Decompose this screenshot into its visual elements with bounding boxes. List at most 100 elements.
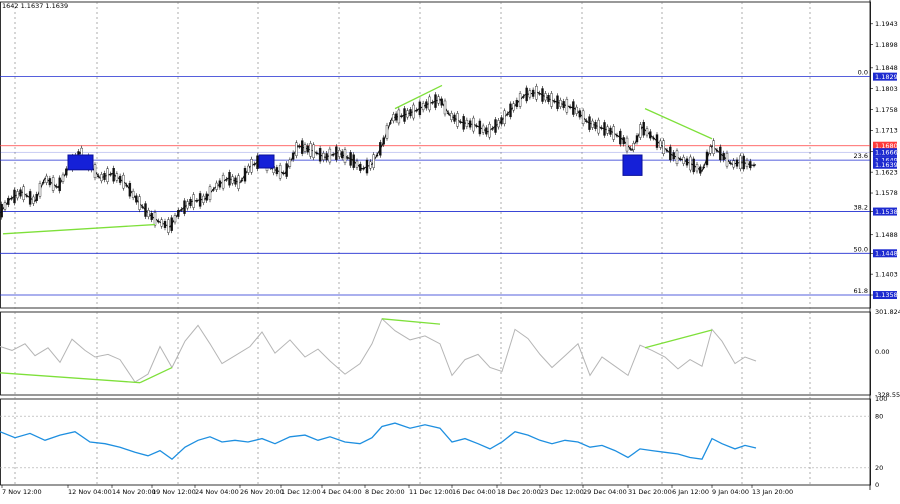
candle [389,122,392,124]
zone-marker [67,154,94,171]
candle [3,202,7,210]
candle [306,145,309,153]
candle [418,101,422,116]
candle [215,182,218,190]
candle [115,173,119,181]
candle [253,163,256,166]
candle [491,128,494,130]
candle [739,155,742,170]
candle [547,95,550,102]
candle [288,159,292,167]
candle [425,101,428,109]
y-tick-label: 1.1623 [875,168,898,176]
price-tag [873,156,897,165]
rsi-axis-label: 0 [875,481,879,489]
candle [525,87,528,102]
candle [301,140,304,154]
candle [645,128,649,136]
candle [712,140,715,154]
candle [528,90,532,98]
candle [503,110,506,125]
candle [412,104,415,119]
candle [35,194,38,201]
candle [346,157,349,159]
x-tick-label: 29 Dec 04:00 [583,488,627,496]
candle [494,119,497,133]
candle [752,164,756,167]
candle [509,103,512,118]
candle [343,149,347,163]
candle [585,120,588,123]
fib-level-label: 23.6 [854,152,868,160]
candle [488,123,491,138]
candle [515,99,519,107]
candle [379,142,382,156]
candle [682,156,685,164]
candle [531,89,535,97]
candle [198,193,202,207]
candle [325,153,328,161]
candle [275,167,279,175]
cci-line [0,317,757,383]
candle [632,143,635,150]
price-tag-label: 1.1538 [875,208,898,216]
candle [649,131,652,139]
fib-level-label: 38.2 [854,204,868,212]
candle [702,166,705,169]
candle [58,177,61,192]
price-tag-label: 1.1358 [875,291,898,299]
candle [322,153,325,160]
candle [421,103,425,111]
candle [462,116,465,130]
cci-axis-label: 301.8242 [875,308,900,316]
price-series [0,83,757,236]
price-tag [873,207,897,216]
rsi-axis-label: 100 [875,395,887,403]
candle [475,125,478,127]
candle [338,149,341,157]
x-tick-label: 31 Dec 20:00 [628,488,672,496]
divergence-line [394,84,443,110]
candle [652,137,655,140]
x-tick-label: 13 Jan 20:00 [752,488,793,496]
candle [141,206,144,208]
candle [675,150,679,165]
candle [45,175,48,183]
zone-marker [622,154,643,176]
candle [122,174,125,189]
candle [144,203,147,217]
candle [522,96,525,98]
candle [406,110,409,118]
candle [440,98,443,106]
cci-axis-label: -328.551 [875,391,900,399]
price-tag [873,141,897,150]
candle [415,109,418,112]
candle [655,134,659,148]
candle [163,221,167,228]
candle [518,93,522,107]
candle [22,186,25,200]
x-tick-label: 4 Dec 04:00 [322,488,362,496]
y-tick-label: 1.1943 [875,20,898,28]
candle [237,175,240,189]
candle [581,110,585,125]
candle [128,183,132,197]
fib-level-label: 61.8 [854,287,868,295]
rsi-line [0,422,757,461]
x-tick-label: 23 Dec 12:00 [540,488,584,496]
x-tick-label: 18 Dec 20:00 [497,488,541,496]
x-tick-label: 12 Nov 04:00 [68,488,112,496]
price-tag [873,148,897,157]
y-tick-label: 1.1578 [875,189,898,197]
candle [228,172,231,186]
cci-divergence-line [381,318,441,325]
candle [28,191,32,205]
candle [575,106,578,114]
candle [556,95,559,109]
candle [559,99,562,107]
candle [221,174,225,189]
candle [247,165,250,173]
candle [397,109,401,124]
price-tag [873,72,897,81]
